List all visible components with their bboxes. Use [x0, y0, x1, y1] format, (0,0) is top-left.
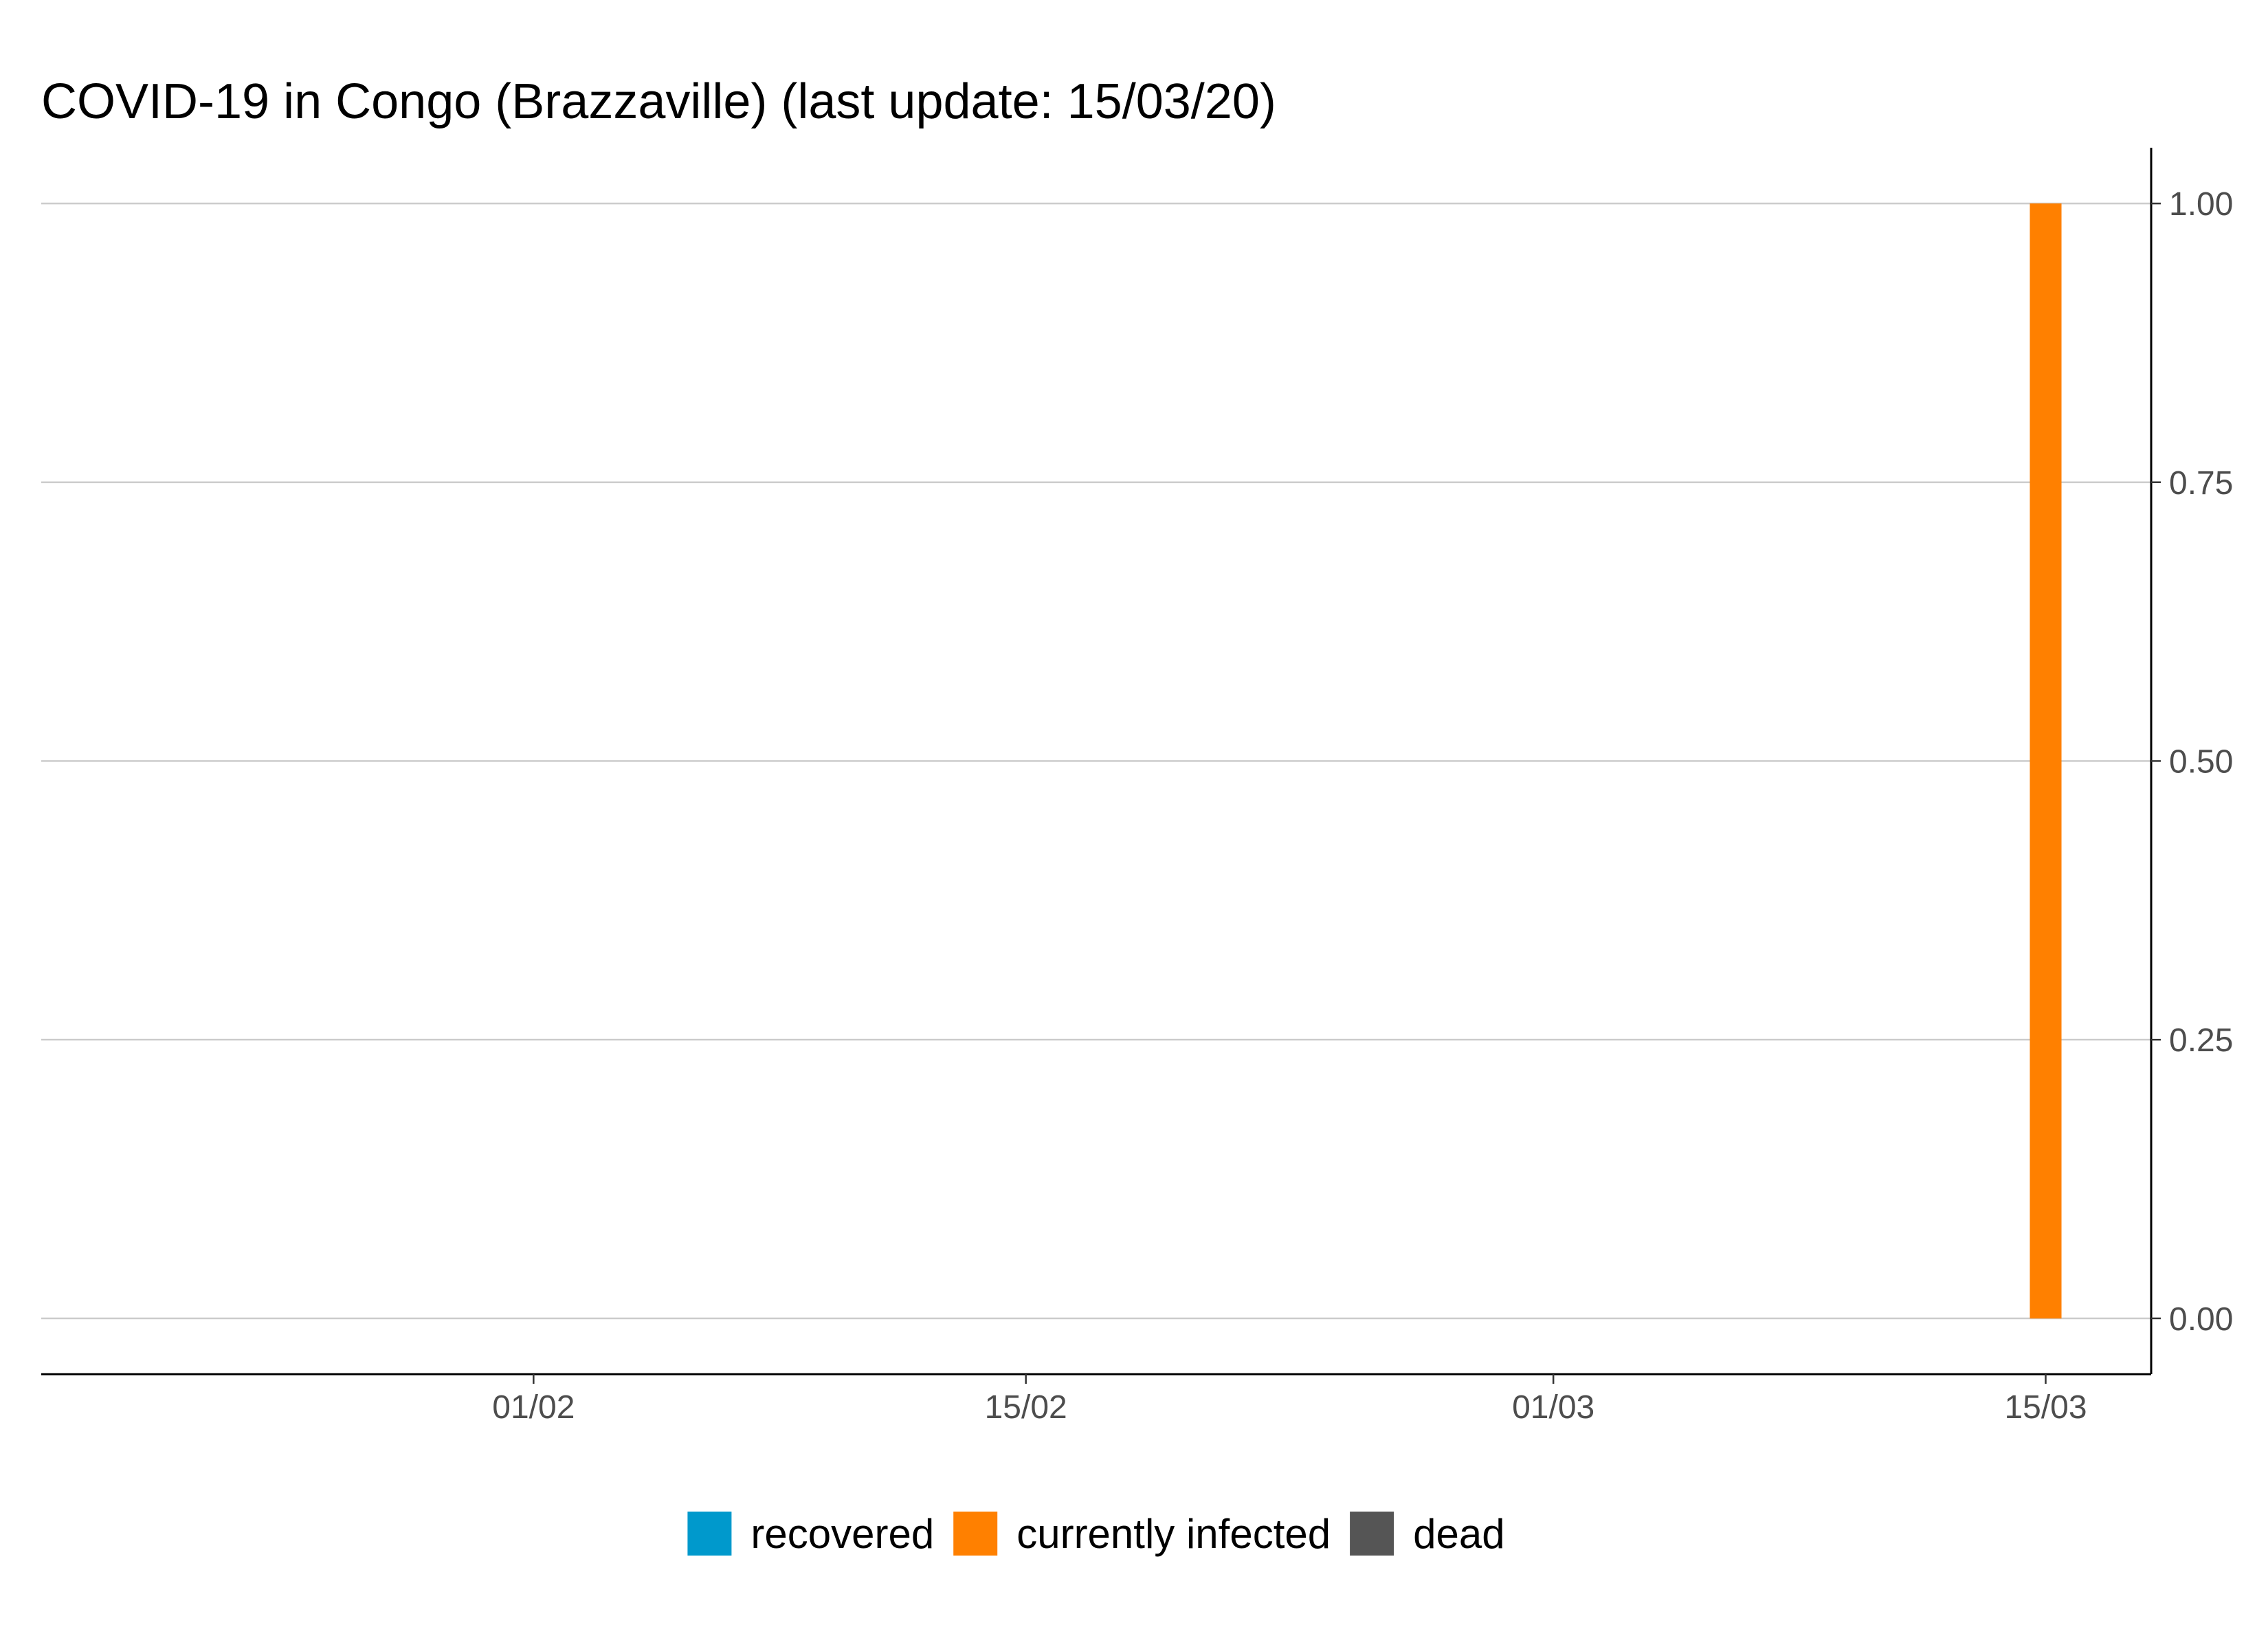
legend-key-recovered — [687, 1512, 732, 1556]
y-tick-label-3: 0.75 — [2169, 465, 2233, 502]
gridlines — [41, 202, 2151, 1320]
legend-key-dead — [1350, 1512, 1394, 1556]
legend-item-currently-infected: currently infected — [953, 1511, 1331, 1557]
legend-item-dead: dead — [1350, 1511, 1505, 1557]
legend-key-currently-infected — [953, 1512, 998, 1556]
y-tick-label-0: 0.00 — [2169, 1301, 2233, 1338]
legend-label-recovered: recovered — [751, 1511, 934, 1557]
chart-title: COVID-19 in Congo (Brazzaville) (last up… — [41, 74, 1276, 129]
legend-item-recovered: recovered — [687, 1511, 934, 1557]
bars — [2030, 203, 2062, 1319]
y-axis-ticks: 0.00 0.25 0.50 0.75 1.00 — [2151, 186, 2233, 1338]
legend: recovered currently infected dead — [687, 1511, 1505, 1557]
x-axis-ticks: 01/02 15/02 01/03 15/03 — [492, 1374, 2087, 1426]
legend-label-dead: dead — [1413, 1511, 1504, 1557]
y-tick-label-1: 0.25 — [2169, 1022, 2233, 1059]
x-tick-label-1: 15/02 — [985, 1389, 1067, 1426]
legend-label-currently-infected: currently infected — [1016, 1511, 1331, 1557]
y-tick-label-2: 0.50 — [2169, 744, 2233, 781]
x-tick-label-0: 01/02 — [492, 1389, 575, 1426]
bar-currently-infected-2020-03-15 — [2030, 203, 2062, 1319]
x-tick-label-3: 15/03 — [2004, 1389, 2087, 1426]
y-tick-label-4: 1.00 — [2169, 186, 2233, 223]
x-tick-label-2: 01/03 — [1512, 1389, 1594, 1426]
